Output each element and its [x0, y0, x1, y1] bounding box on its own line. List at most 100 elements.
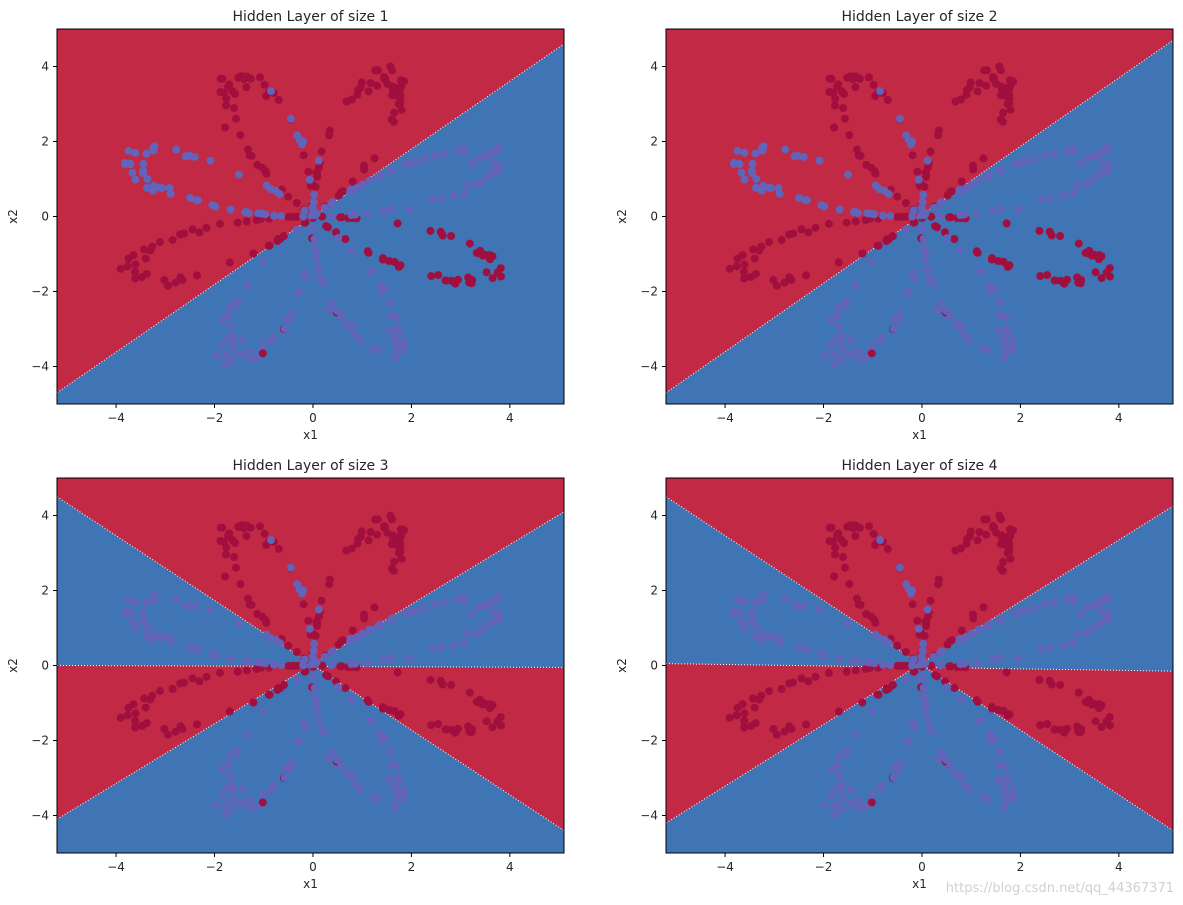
- point-blue: [312, 255, 321, 264]
- point-blue: [494, 143, 503, 152]
- point-blue: [960, 331, 969, 340]
- point-blue: [292, 674, 301, 683]
- point-red: [364, 87, 373, 96]
- point-red: [388, 66, 396, 75]
- point-blue: [751, 183, 760, 192]
- point-red: [322, 222, 331, 231]
- point-red: [129, 251, 138, 260]
- point-red: [825, 537, 834, 545]
- point-red: [921, 168, 930, 177]
- point-blue: [392, 313, 401, 322]
- point-blue: [463, 181, 472, 189]
- point-red: [383, 79, 392, 88]
- point-red: [893, 641, 902, 650]
- point-blue: [1000, 803, 1009, 812]
- point-blue: [1017, 607, 1026, 616]
- point-blue: [460, 638, 469, 647]
- point-blue: [192, 196, 201, 205]
- point-red: [780, 727, 789, 736]
- point-blue: [928, 279, 937, 288]
- point-blue: [943, 234, 952, 243]
- subplot-4: −4 −2 0 2 4 −4 −2 0 2 4 Hidden Layer of size 4 x1 x2: [615, 458, 1174, 891]
- point-blue: [327, 212, 336, 221]
- region-red-top: [57, 478, 564, 665]
- x-tick-label: 4: [1115, 411, 1123, 425]
- y-tick-label: −2: [640, 285, 658, 299]
- point-blue: [222, 351, 231, 360]
- point-red: [336, 213, 345, 222]
- point-red: [370, 154, 379, 163]
- point-blue: [844, 619, 852, 628]
- point-red: [225, 258, 234, 267]
- point-blue: [854, 796, 863, 805]
- point-blue: [376, 730, 385, 738]
- point-red: [1036, 272, 1045, 281]
- point-blue: [243, 281, 251, 290]
- point-red: [342, 97, 351, 106]
- point-red: [973, 87, 982, 96]
- point-blue: [222, 800, 231, 809]
- point-blue: [348, 322, 357, 330]
- point-red: [909, 218, 918, 227]
- point-blue: [748, 609, 757, 617]
- point-blue: [921, 704, 930, 713]
- point-red: [833, 82, 842, 91]
- point-red: [1056, 681, 1065, 689]
- point-blue: [348, 771, 357, 779]
- point-red: [468, 276, 477, 285]
- point-blue: [328, 299, 337, 308]
- point-red: [232, 114, 240, 123]
- y-tick-label: 0: [650, 659, 658, 673]
- point-red: [388, 515, 396, 524]
- point-red: [1056, 276, 1065, 285]
- point-red: [951, 97, 960, 106]
- point-blue: [1037, 644, 1046, 653]
- point-blue: [790, 152, 799, 161]
- point-blue: [1046, 643, 1055, 652]
- point-blue: [287, 310, 296, 318]
- point-blue: [420, 155, 429, 164]
- point-red: [874, 241, 883, 250]
- point-blue: [347, 695, 356, 704]
- point-blue: [225, 752, 234, 761]
- point-blue: [128, 617, 137, 626]
- point-blue: [281, 763, 290, 772]
- x-tick-label: −2: [815, 411, 833, 425]
- point-blue: [334, 234, 343, 243]
- point-red: [216, 537, 225, 545]
- point-blue: [453, 146, 462, 155]
- point-blue: [228, 805, 237, 814]
- point-red: [811, 223, 820, 232]
- point-red: [1005, 710, 1014, 719]
- y-tick-label: 4: [41, 60, 49, 74]
- point-red: [996, 91, 1005, 100]
- point-red: [842, 667, 851, 676]
- point-blue: [280, 324, 289, 333]
- point-red: [379, 254, 387, 263]
- point-blue: [258, 341, 267, 350]
- point-red: [178, 276, 187, 284]
- point-red: [390, 557, 399, 566]
- point-blue: [879, 211, 887, 220]
- point-red: [163, 730, 172, 739]
- point-blue: [257, 209, 266, 218]
- point-blue: [399, 337, 408, 346]
- point-blue: [847, 336, 855, 345]
- point-red: [371, 66, 380, 75]
- point-blue: [327, 648, 336, 657]
- point-blue: [460, 148, 469, 156]
- y-axis-label: x2: [615, 209, 629, 224]
- point-blue: [996, 653, 1005, 662]
- point-blue: [955, 637, 964, 646]
- point-blue: [420, 604, 429, 613]
- point-red: [950, 684, 959, 692]
- point-red: [1005, 548, 1014, 557]
- point-blue: [919, 234, 928, 243]
- point-red: [393, 533, 402, 542]
- point-blue: [468, 159, 477, 168]
- point-blue: [1017, 158, 1026, 167]
- point-blue: [1000, 337, 1009, 345]
- point-blue: [212, 351, 221, 360]
- point-red: [140, 245, 149, 254]
- point-blue: [428, 644, 437, 653]
